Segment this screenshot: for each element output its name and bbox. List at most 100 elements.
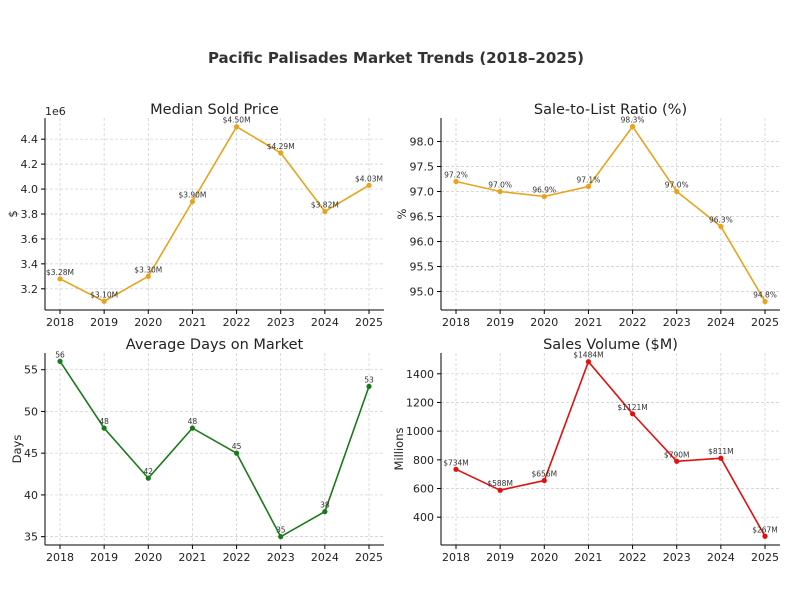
data-point bbox=[762, 298, 768, 305]
data-label: 97.0% bbox=[488, 181, 512, 190]
data-label: $4.50M bbox=[223, 116, 251, 125]
data-point bbox=[629, 411, 636, 417]
data-label: 42 bbox=[144, 467, 154, 476]
data-point bbox=[762, 533, 768, 539]
data-label: 97.1% bbox=[577, 176, 601, 185]
data-point bbox=[101, 425, 107, 431]
data-point bbox=[101, 298, 107, 304]
chart-panel: 2018 2019 2020 2021 2022 2023 2024 2025 35 40 45 50… bbox=[10, 337, 384, 564]
data-point bbox=[497, 188, 503, 195]
y-tick-label: 3.2 bbox=[21, 283, 39, 296]
chart-title: Sales Volume ($M) bbox=[543, 337, 678, 353]
data-point bbox=[497, 487, 503, 493]
data-label: 48 bbox=[99, 417, 109, 426]
data-point bbox=[585, 183, 592, 190]
data-label: $790M bbox=[664, 450, 690, 459]
data-point bbox=[322, 509, 328, 515]
x-tick-label: 2021 bbox=[178, 551, 206, 564]
y-tick-label: 600 bbox=[413, 483, 434, 496]
data-point bbox=[674, 188, 680, 195]
data-label: 94.8% bbox=[753, 291, 777, 300]
data-label: 97.2% bbox=[444, 171, 468, 180]
y-tick-label: 400 bbox=[413, 511, 434, 524]
data-label: 45 bbox=[232, 442, 242, 451]
x-tick-label: 2018 bbox=[46, 551, 74, 564]
data-label: $588M bbox=[487, 479, 513, 488]
data-point bbox=[718, 455, 724, 461]
chart-title: Median Sold Price bbox=[150, 102, 279, 118]
x-tick-label: 2021 bbox=[574, 316, 602, 329]
data-label: 97.0% bbox=[665, 181, 689, 190]
x-tick-label: 2022 bbox=[619, 316, 647, 329]
y-axis-label: % bbox=[395, 208, 409, 219]
x-tick-label: 2022 bbox=[223, 551, 251, 564]
data-label: 53 bbox=[364, 375, 374, 384]
x-tick-label: 2018 bbox=[442, 551, 470, 564]
data-label: 48 bbox=[188, 417, 198, 426]
data-point bbox=[145, 273, 151, 279]
data-point bbox=[145, 475, 151, 481]
data-label: $811M bbox=[708, 447, 734, 456]
y-tick-label: 1200 bbox=[406, 396, 434, 409]
data-point bbox=[278, 150, 284, 156]
y-tick-label: 4.4 bbox=[21, 133, 39, 146]
y-tick-label: 98.0 bbox=[410, 136, 435, 149]
x-tick-label: 2020 bbox=[530, 551, 558, 564]
x-tick-label: 2025 bbox=[751, 551, 779, 564]
y-tick-label: 35 bbox=[24, 531, 38, 544]
data-point bbox=[585, 359, 592, 365]
data-point bbox=[278, 534, 284, 540]
y-tick-label: 96.5 bbox=[410, 211, 435, 224]
data-label: 38 bbox=[320, 501, 330, 510]
x-tick-label: 2020 bbox=[134, 316, 162, 329]
x-tick-label: 2024 bbox=[707, 316, 735, 329]
x-tick-label: 2020 bbox=[530, 316, 558, 329]
y-tick-label: 3.6 bbox=[21, 233, 39, 246]
data-point bbox=[189, 198, 196, 205]
x-tick-label: 2022 bbox=[619, 551, 647, 564]
x-tick-label: 2019 bbox=[90, 551, 118, 564]
x-tick-label: 2019 bbox=[90, 316, 118, 329]
data-point bbox=[541, 193, 547, 200]
figure-title: Pacific Palisades Market Trends (2018–20… bbox=[207, 49, 585, 67]
data-point bbox=[674, 458, 680, 464]
data-label: 96.9% bbox=[532, 186, 556, 195]
data-point bbox=[233, 450, 240, 456]
data-point bbox=[453, 466, 459, 472]
data-point bbox=[366, 182, 372, 188]
data-label: $3.28M bbox=[46, 268, 74, 277]
data-label: $734M bbox=[443, 458, 469, 467]
x-tick-label: 2023 bbox=[267, 551, 295, 564]
data-point bbox=[541, 477, 547, 484]
x-tick-label: 2018 bbox=[46, 316, 74, 329]
data-label: 35 bbox=[276, 526, 286, 535]
data-point bbox=[57, 276, 63, 282]
y-tick-label: 95.0 bbox=[410, 286, 435, 299]
data-point bbox=[366, 383, 372, 389]
data-label: $1484M bbox=[573, 351, 603, 360]
x-tick-label: 2019 bbox=[486, 316, 514, 329]
data-label: $4.03M bbox=[355, 174, 383, 183]
x-tick-label: 2025 bbox=[751, 316, 779, 329]
x-tick-label: 2018 bbox=[442, 316, 470, 329]
x-tick-label: 2025 bbox=[355, 551, 383, 564]
y-tick-label: 97.0 bbox=[410, 186, 435, 199]
data-label: $267M bbox=[752, 525, 778, 534]
data-label: $4.29M bbox=[267, 142, 295, 151]
x-tick-label: 2024 bbox=[311, 551, 339, 564]
x-tick-label: 2024 bbox=[311, 316, 339, 329]
chart-title: Sale-to-List Ratio (%) bbox=[534, 102, 687, 118]
data-label: 98.3% bbox=[621, 116, 645, 125]
x-tick-label: 2023 bbox=[663, 316, 691, 329]
data-label: 96.3% bbox=[709, 216, 733, 225]
y-tick-label: 45 bbox=[24, 447, 38, 460]
data-label: 56 bbox=[55, 350, 65, 359]
data-label: $3.30M bbox=[134, 265, 162, 274]
data-point bbox=[629, 123, 636, 130]
data-label: $1121M bbox=[617, 403, 647, 412]
y-axis-label: $ bbox=[6, 210, 20, 217]
data-point bbox=[233, 124, 240, 130]
x-tick-label: 2019 bbox=[486, 551, 514, 564]
x-tick-label: 2023 bbox=[663, 551, 691, 564]
